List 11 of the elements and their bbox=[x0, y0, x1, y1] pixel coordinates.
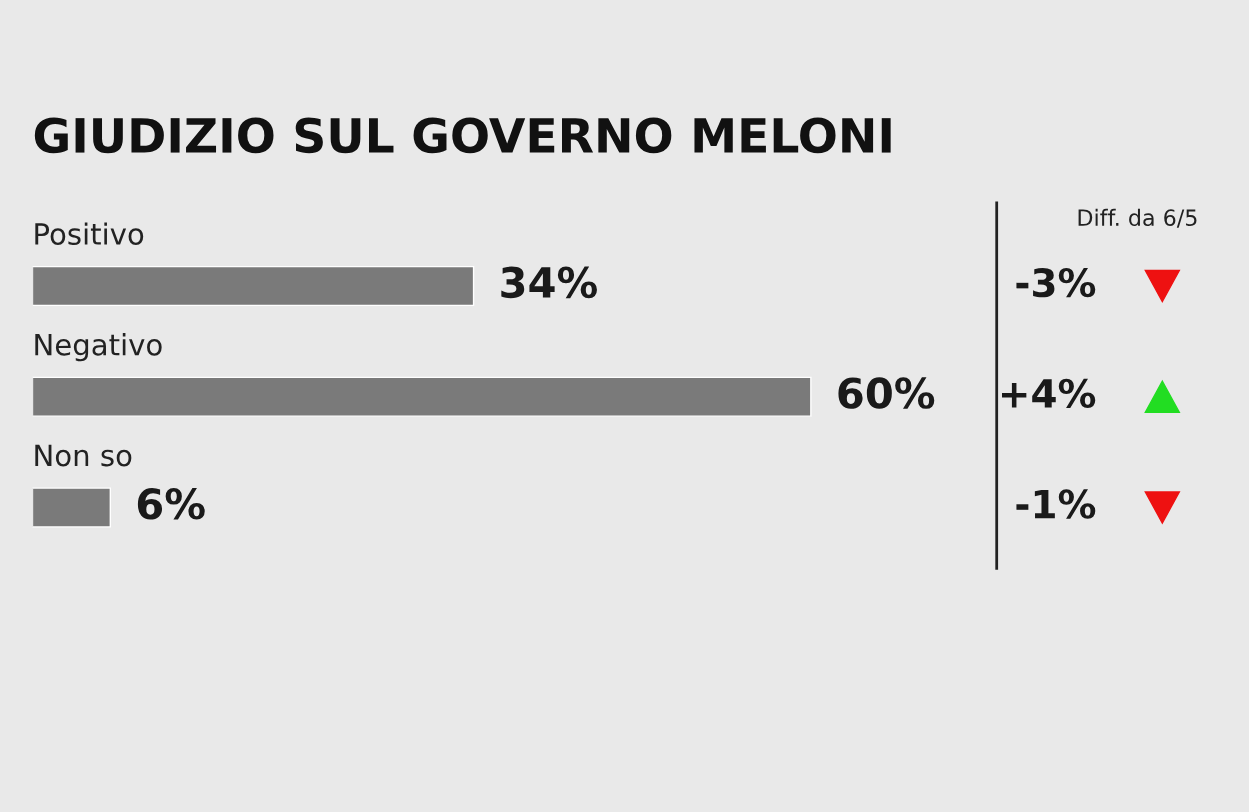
chart-title: GIUDIZIO SUL GOVERNO MELONI bbox=[34, 117, 891, 154]
data-label: 34% bbox=[501, 266, 597, 299]
text: -3% bbox=[1016, 267, 1096, 298]
text: Diff. da 6/5 bbox=[1078, 208, 1197, 228]
y-tick-label: Non so bbox=[35, 444, 132, 467]
y-tick-label: Positivo bbox=[35, 222, 144, 245]
data-label: 6% bbox=[137, 488, 205, 520]
y-tick-label: Negativo bbox=[35, 333, 162, 362]
text: -1% bbox=[1016, 489, 1096, 519]
text: +4% bbox=[1002, 378, 1096, 409]
data-label: 60% bbox=[838, 377, 935, 409]
